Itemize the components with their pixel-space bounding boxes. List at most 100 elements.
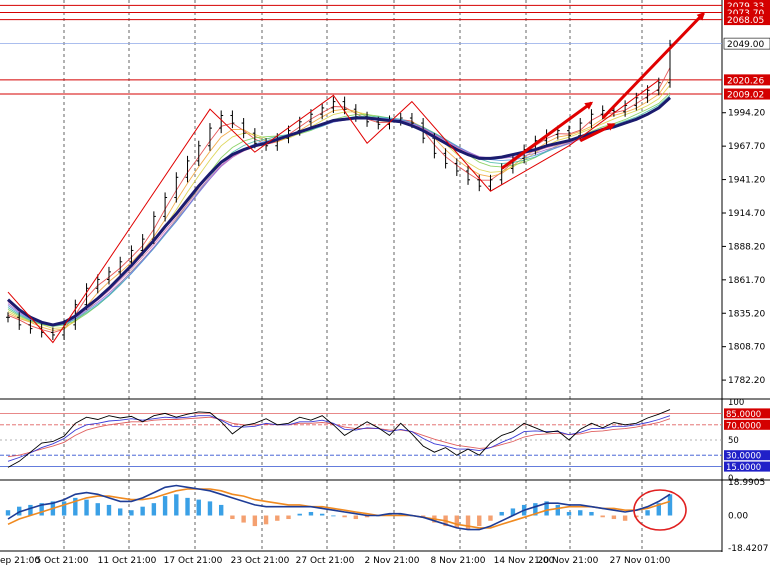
- macd-histogram-bar: [667, 494, 673, 516]
- macd-histogram-bar: [17, 506, 22, 516]
- level-tag-label: 2073.70: [727, 9, 764, 19]
- macd-histogram-bar: [331, 515, 336, 517]
- macd-histogram-bar: [140, 506, 145, 516]
- rsi-y-tick-label: 50: [728, 436, 739, 446]
- level-tag-box: [724, 88, 770, 100]
- macd-histogram-bar: [118, 508, 123, 516]
- y-tick-label: 1835.20: [728, 309, 765, 319]
- grid-layer: [0, 0, 770, 552]
- y-tick-label: 1941.20: [728, 176, 765, 186]
- macd-histogram-bar: [185, 497, 190, 516]
- macd-histogram-bar: [275, 515, 280, 521]
- y-tick-label: 1861.70: [728, 276, 765, 286]
- macd-histogram-bar: [342, 515, 347, 518]
- macd-panel: [5, 484, 687, 531]
- y-tick-label: 1782.20: [728, 376, 765, 386]
- macd-histogram-bar: [162, 496, 168, 516]
- macd-histogram-bar: [645, 510, 650, 516]
- macd-histogram-bar: [488, 515, 493, 521]
- macd-histogram-bar: [544, 501, 549, 516]
- macd-histogram-bar: [151, 503, 157, 516]
- rsi-panel: [0, 409, 722, 468]
- macd-histogram-bar: [39, 503, 44, 516]
- macd-histogram-bar: [95, 503, 100, 516]
- macd-histogram-bar: [634, 515, 639, 518]
- level-tag-box: [724, 14, 770, 26]
- y-tick-label: 1914.70: [728, 209, 765, 219]
- x-tick-label: 27 Oct 21:00: [296, 556, 355, 566]
- level-tag-box: [724, 6, 770, 18]
- x-tick-label: 23 Oct 21:00: [231, 556, 290, 566]
- macd-histogram-bar: [230, 515, 235, 520]
- x-tick-label: ep 21:00: [0, 556, 40, 566]
- macd-histogram-bar: [398, 513, 403, 516]
- rsi-y-tick-label: 15.0000: [726, 463, 761, 473]
- macd-histogram-bar: [241, 515, 246, 523]
- macd-histogram-bar: [319, 513, 325, 516]
- rsi-y-tick-label: 100: [728, 398, 744, 408]
- trend-arrow: [579, 122, 616, 143]
- y-tick-label: 1808.70: [728, 343, 765, 353]
- macd-y-tick-label: 0.00: [728, 512, 748, 522]
- macd-histogram-bar: [364, 515, 370, 518]
- y-tick-label: 1967.70: [728, 142, 765, 152]
- macd-histogram-bar: [73, 497, 78, 516]
- macd-y-tick-label: 18.9905: [728, 478, 765, 488]
- macd-histogram-bar: [465, 515, 471, 530]
- macd-histogram-bar: [84, 499, 89, 516]
- macd-main-line: [7, 484, 671, 531]
- highlight-circle: [633, 489, 687, 531]
- rsi-line-series-a: [7, 409, 671, 468]
- level-tag-box: [724, 74, 770, 86]
- rsi-level-tag-box: [724, 461, 770, 472]
- macd-histogram-bar: [353, 515, 359, 520]
- macd-histogram-bar: [499, 511, 504, 516]
- macd-histogram-bar: [297, 513, 302, 516]
- macd-histogram-bar: [5, 510, 11, 516]
- level-tag-label: 2009.02: [727, 91, 764, 101]
- macd-histogram-bar: [106, 504, 112, 516]
- zigzag-line: [7, 79, 660, 344]
- macd-histogram-bar: [263, 515, 269, 525]
- level-tag-label: 2068.05: [727, 16, 764, 26]
- rsi-y-tick-label: 30.0000: [726, 452, 761, 462]
- macd-histogram-bar: [174, 494, 179, 516]
- level-tag-box: [723, 37, 770, 50]
- x-tick-label: 20 Nov 21:00: [538, 556, 599, 566]
- macd-histogram-bar: [218, 504, 224, 516]
- macd-histogram-bar: [286, 515, 291, 520]
- macd-histogram-bar: [252, 515, 258, 527]
- level-tag-label: 2079.33: [727, 2, 764, 12]
- price-panel: [0, 4, 722, 344]
- x-tick-label: 17 Oct 21:00: [164, 556, 223, 566]
- macd-histogram-bar: [61, 501, 67, 516]
- y-tick-label: 1888.20: [728, 242, 765, 252]
- x-tick-label: 27 Nov 01:00: [610, 556, 671, 566]
- macd-signal-line: [7, 488, 671, 529]
- ma-ribbon-line: [7, 67, 671, 334]
- trend-arrow: [601, 11, 706, 120]
- x-tick-label: 11 Oct 21:00: [98, 556, 157, 566]
- macd-histogram-bar: [28, 504, 33, 516]
- macd-histogram-bar: [454, 515, 460, 528]
- rsi-line-series-c: [7, 416, 671, 458]
- rsi-y-tick-label: 70.0000: [726, 421, 761, 431]
- macd-histogram-bar: [611, 515, 617, 520]
- rsi-y-tick-label: 85.0000: [726, 410, 761, 420]
- macd-histogram-bar: [477, 515, 482, 527]
- macd-histogram-bar: [387, 513, 392, 516]
- trend-arrow: [500, 101, 594, 170]
- x-tick-label: 2 Nov 21:00: [365, 556, 420, 566]
- macd-histogram-bar: [578, 510, 583, 516]
- macd-histogram-bar: [622, 515, 628, 521]
- macd-histogram-bar: [207, 501, 213, 516]
- ma-ribbon-line: [7, 77, 671, 331]
- rsi-level-tag-box: [724, 450, 770, 461]
- macd-histogram-bar: [196, 499, 201, 516]
- macd-histogram-bar: [656, 503, 661, 516]
- level-tag-box: [724, 0, 770, 11]
- y-tick-label: 1994.20: [728, 109, 765, 119]
- macd-histogram-bar: [308, 511, 314, 516]
